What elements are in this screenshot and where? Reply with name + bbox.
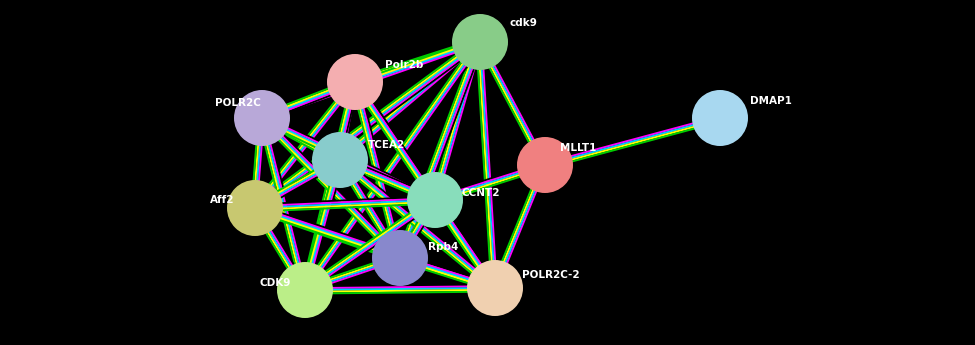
Text: MLLT1: MLLT1: [560, 143, 597, 153]
Text: Polr2b: Polr2b: [385, 60, 423, 70]
Circle shape: [312, 132, 368, 188]
Text: cdk9: cdk9: [510, 18, 538, 28]
Text: CDK9: CDK9: [260, 278, 292, 288]
Circle shape: [327, 54, 383, 110]
Text: POLR2C: POLR2C: [215, 98, 261, 108]
Circle shape: [467, 260, 523, 316]
Text: DMAP1: DMAP1: [750, 96, 792, 106]
Circle shape: [277, 262, 333, 318]
Text: Rpb4: Rpb4: [428, 242, 458, 252]
Circle shape: [517, 137, 573, 193]
Text: CCNT2: CCNT2: [462, 188, 500, 198]
Circle shape: [692, 90, 748, 146]
Text: POLR2C-2: POLR2C-2: [522, 270, 579, 280]
Text: Aff2: Aff2: [210, 195, 235, 205]
Circle shape: [407, 172, 463, 228]
Text: TCEA2: TCEA2: [368, 140, 406, 150]
Circle shape: [452, 14, 508, 70]
Circle shape: [372, 230, 428, 286]
Circle shape: [227, 180, 283, 236]
Circle shape: [234, 90, 290, 146]
